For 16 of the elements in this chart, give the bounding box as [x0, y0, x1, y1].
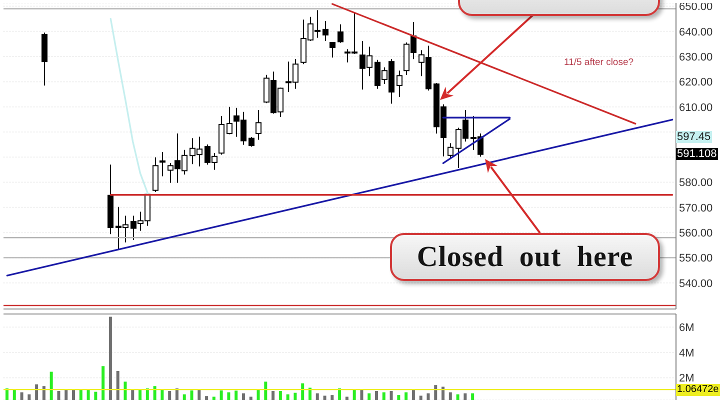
ref-line-label: 1.06472e: [676, 384, 720, 396]
y-tick-label: 640.00: [679, 26, 713, 38]
y-tick-label: 610.00: [679, 102, 713, 114]
y-tick-label: 540.00: [679, 278, 713, 290]
y-tick-label: 630.00: [679, 52, 713, 64]
y-tick-label: 2M: [679, 372, 694, 385]
y-tick-label: 560.00: [679, 228, 713, 240]
text: 591.108: [676, 148, 718, 160]
annotation: 11/5 after close?: [564, 57, 634, 68]
text: 597.45: [676, 131, 712, 143]
y-tick-label: 4M: [679, 347, 694, 360]
y-tick-label: 620.00: [679, 76, 713, 89]
y-tick-label: 580.00: [679, 177, 713, 190]
y-tick-label: 6M: [679, 322, 694, 334]
y-tick-label: 550.00: [679, 252, 713, 265]
y-tick-label: 570.00: [679, 202, 713, 214]
